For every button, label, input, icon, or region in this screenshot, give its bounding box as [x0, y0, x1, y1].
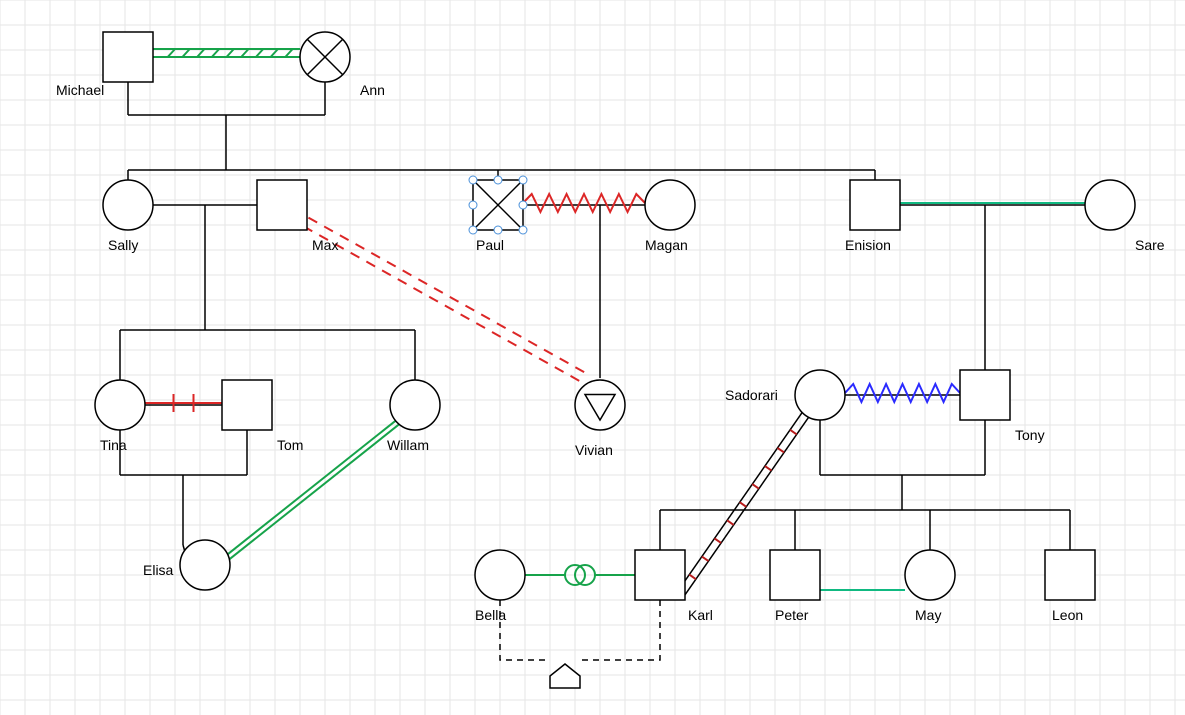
label-tina: Tina — [100, 437, 127, 453]
label-peter: Peter — [775, 607, 808, 623]
grid — [0, 0, 1185, 715]
node-paul — [469, 176, 527, 234]
node-may — [905, 550, 955, 600]
node-sally — [103, 180, 153, 230]
label-max: Max — [312, 237, 338, 253]
node-vivian — [575, 380, 625, 430]
label-magan: Magan — [645, 237, 688, 253]
node-tina — [95, 380, 145, 430]
label-tony: Tony — [1015, 427, 1045, 443]
node-elisa — [180, 540, 230, 590]
label-willam: Willam — [387, 437, 429, 453]
label-ann: Ann — [360, 82, 385, 98]
label-may: May — [915, 607, 941, 623]
node-peter — [770, 550, 820, 600]
genogram-stage: Michael Ann Sally Max Paul Magan Enision Sare Ti… — [0, 0, 1185, 715]
node-bella — [475, 550, 525, 600]
node-michael — [103, 32, 153, 82]
node-max — [257, 180, 307, 230]
label-paul: Paul — [476, 237, 504, 253]
label-leon: Leon — [1052, 607, 1083, 623]
node-sare — [1085, 180, 1135, 230]
node-ann — [300, 32, 350, 82]
node-leon — [1045, 550, 1095, 600]
label-bella: Bella — [475, 607, 506, 623]
label-sadorari: Sadorari — [725, 387, 778, 403]
label-sally: Sally — [108, 237, 138, 253]
node-tony — [960, 370, 1010, 420]
label-sare: Sare — [1135, 237, 1165, 253]
node-magan — [645, 180, 695, 230]
node-tom — [222, 380, 272, 430]
label-karl: Karl — [688, 607, 713, 623]
label-enision: Enision — [845, 237, 891, 253]
label-michael: Michael — [56, 82, 104, 98]
label-vivian: Vivian — [575, 442, 613, 458]
genogram-svg — [0, 0, 1185, 715]
label-elisa: Elisa — [143, 562, 173, 578]
node-enision — [850, 180, 900, 230]
node-willam — [390, 380, 440, 430]
node-sadorari — [795, 370, 845, 420]
node-karl — [635, 550, 685, 600]
label-tom: Tom — [277, 437, 303, 453]
